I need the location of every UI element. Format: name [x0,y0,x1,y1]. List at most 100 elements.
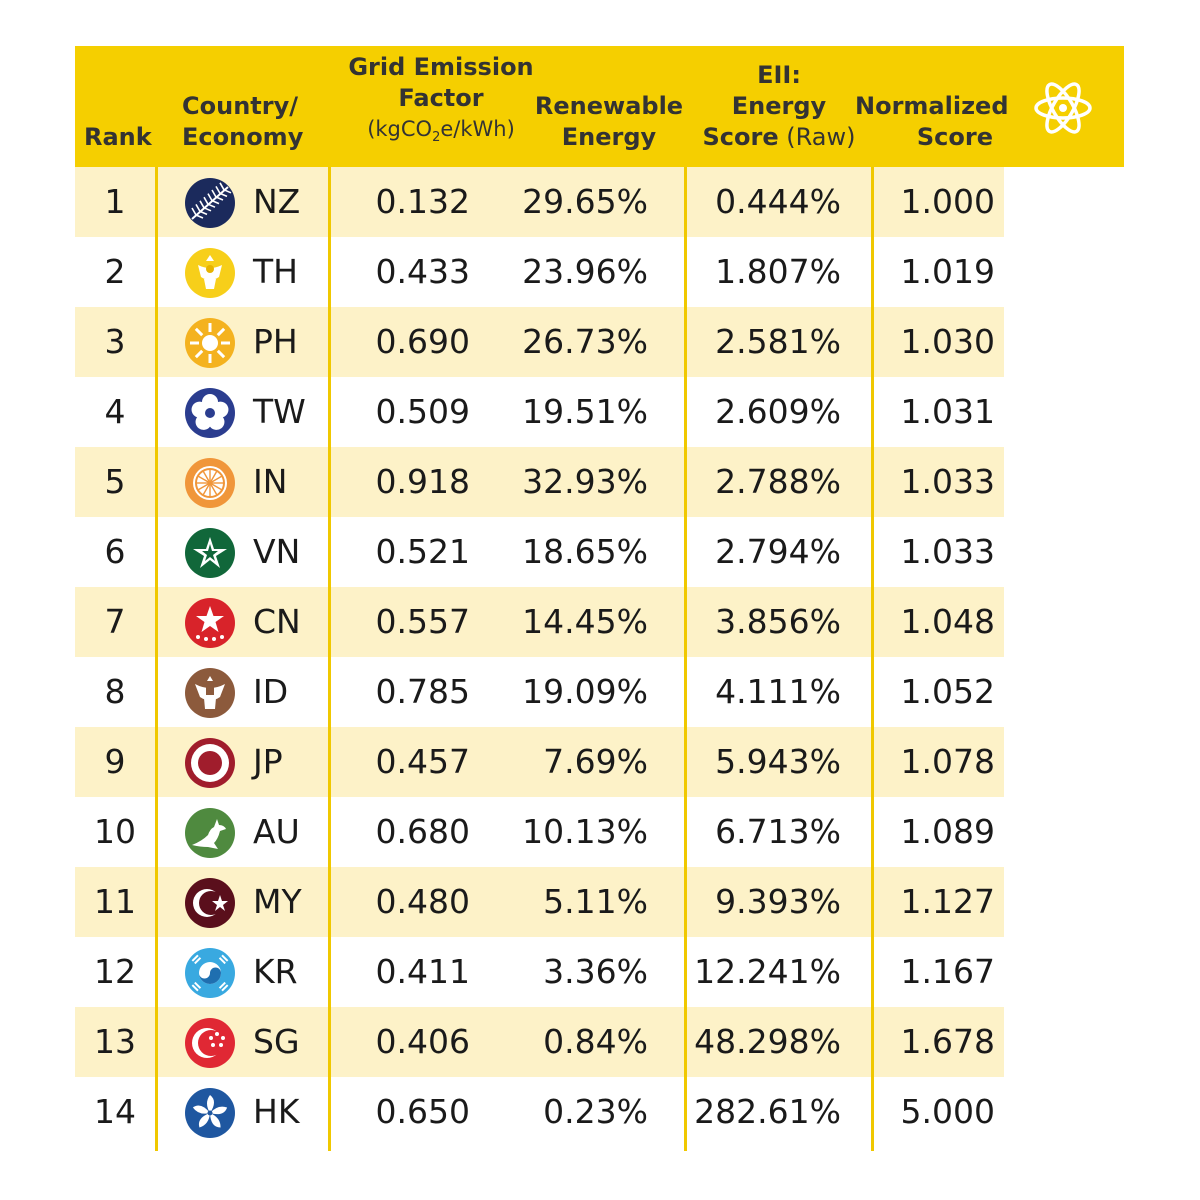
normalized-score-cell: 1.033 [900,532,995,571]
grid-emission-cell: 0.411 [375,952,470,991]
grid-emission-cell: 0.557 [375,602,470,641]
rank-cell: 13 [94,1022,136,1061]
garuda-emblem-icon [185,248,235,298]
country-code-cell: IN [253,462,288,501]
table-row: 11 MY 0.480 5.11% 9.393% 1.127 [75,867,1004,937]
garuda-pancasila-icon [185,668,235,718]
country-code-cell: TH [253,252,298,291]
table-row: 3 PH 0.690 26.73% 2.581% 1.030 [75,307,1004,377]
header-grid-emission: Grid Emission Factor (kgCO2e/kWh) [330,52,552,153]
crescent-five-stars-icon [185,1018,235,1068]
rank-cell: 10 [94,812,136,851]
country-code-cell: VN [253,532,301,571]
table-row: 10 AU 0.680 10.13% 6.713% 1.089 [75,797,1004,867]
taegeuk-icon [185,948,235,998]
header-normalized: Normalized Score [855,92,1009,151]
ashoka-chakra-icon [185,458,235,508]
five-stars-icon [185,598,235,648]
eii-raw-cell: 9.393% [715,882,841,921]
normalized-score-cell: 1.678 [900,1022,995,1061]
column-divider [684,167,687,1151]
renewable-energy-cell: 19.51% [522,392,648,431]
eii-raw-cell: 2.609% [715,392,841,431]
country-code-cell: PH [253,322,298,361]
table-row: 13 SG 0.406 0.84% 48.298% 1.678 [75,1007,1004,1077]
grid-emission-cell: 0.650 [375,1092,470,1131]
plum-blossom-icon [185,388,235,438]
table-row: 12 KR 0.411 3.36% 12.241% 1.167 [75,937,1004,1007]
table-row: 1 NZ 0.132 29.65% 0.444% 1.000 [75,167,1004,237]
country-code-cell: JP [253,742,283,781]
table-row: 6 VN 0.521 18.65% 2.794% 1.033 [75,517,1004,587]
header-renewable: Renewable Energy [534,92,684,151]
normalized-score-cell: 1.030 [900,322,995,361]
renewable-energy-cell: 26.73% [522,322,648,361]
rank-cell: 14 [94,1092,136,1131]
normalized-score-cell: 5.000 [900,1092,995,1131]
renewable-energy-cell: 19.09% [522,672,648,711]
header-grid-unit: (kgCO2e/kWh) [367,116,515,145]
rank-cell: 12 [94,952,136,991]
grid-emission-cell: 0.680 [375,812,470,851]
eii-raw-cell: 2.794% [715,532,841,571]
grid-emission-cell: 0.690 [375,322,470,361]
normalized-score-cell: 1.167 [900,952,995,991]
eii-raw-cell: 2.788% [715,462,841,501]
energy-score-table: Rank Country/ Economy Grid Emission Fact… [75,46,1124,1151]
eii-raw-cell: 282.61% [694,1092,841,1131]
grid-emission-cell: 0.406 [375,1022,470,1061]
column-divider [328,167,331,1151]
table-row: 7 CN 0.557 14.45% 3.856% 1.048 [75,587,1004,657]
rank-cell: 7 [104,602,126,641]
rank-cell: 4 [104,392,126,431]
crescent-star-icon [185,878,235,928]
renewable-energy-cell: 10.13% [522,812,648,851]
country-code-cell: TW [253,392,306,431]
table-row: 4 TW 0.509 19.51% 2.609% 1.031 [75,377,1004,447]
table-header: Rank Country/ Economy Grid Emission Fact… [75,46,1124,167]
normalized-score-cell: 1.033 [900,462,995,501]
eii-raw-cell: 0.444% [715,182,841,221]
table-row: 5 IN 0.918 32.93% 2.788% 1.033 [75,447,1004,517]
atom-icon [1034,82,1092,134]
eii-raw-cell: 3.856% [715,602,841,641]
renewable-energy-cell: 14.45% [522,602,648,641]
country-code-cell: CN [253,602,301,641]
bauhinia-icon [185,1088,235,1138]
column-divider [155,167,158,1151]
table-body: 1 NZ 0.132 29.65% 0.444% 1.000 2 TH 0.433 23.96% 1… [75,167,1124,1147]
rank-cell: 1 [104,182,126,221]
normalized-score-cell: 1.089 [900,812,995,851]
rank-cell: 11 [94,882,136,921]
rank-cell: 3 [104,322,126,361]
silver-fern-icon [185,178,235,228]
rank-cell: 2 [104,252,126,291]
eii-raw-cell: 4.111% [715,672,841,711]
normalized-score-cell: 1.019 [900,252,995,291]
renewable-energy-cell: 3.36% [543,952,648,991]
rising-sun-disc-icon [185,738,235,788]
header-rank: Rank [84,123,152,151]
country-code-cell: MY [253,882,302,921]
sun-icon [185,318,235,368]
grid-emission-cell: 0.785 [375,672,470,711]
table-row: 14 HK 0.650 0.23% 282.61% 5.000 [75,1077,1004,1147]
renewable-energy-cell: 0.84% [543,1022,648,1061]
rank-cell: 6 [104,532,126,571]
normalized-score-cell: 1.078 [900,742,995,781]
renewable-energy-cell: 32.93% [522,462,648,501]
rank-cell: 8 [104,672,126,711]
kangaroo-icon [185,808,235,858]
country-code-cell: KR [253,952,298,991]
normalized-score-cell: 1.031 [900,392,995,431]
eii-raw-cell: 6.713% [715,812,841,851]
grid-emission-cell: 0.433 [375,252,470,291]
grid-emission-cell: 0.509 [375,392,470,431]
country-code-cell: SG [253,1022,300,1061]
table-row: 8 ID 0.785 19.09% 4.111% 1.052 [75,657,1004,727]
renewable-energy-cell: 23.96% [522,252,648,291]
rank-cell: 5 [104,462,126,501]
star-icon [185,528,235,578]
grid-emission-cell: 0.457 [375,742,470,781]
renewable-energy-cell: 5.11% [543,882,648,921]
